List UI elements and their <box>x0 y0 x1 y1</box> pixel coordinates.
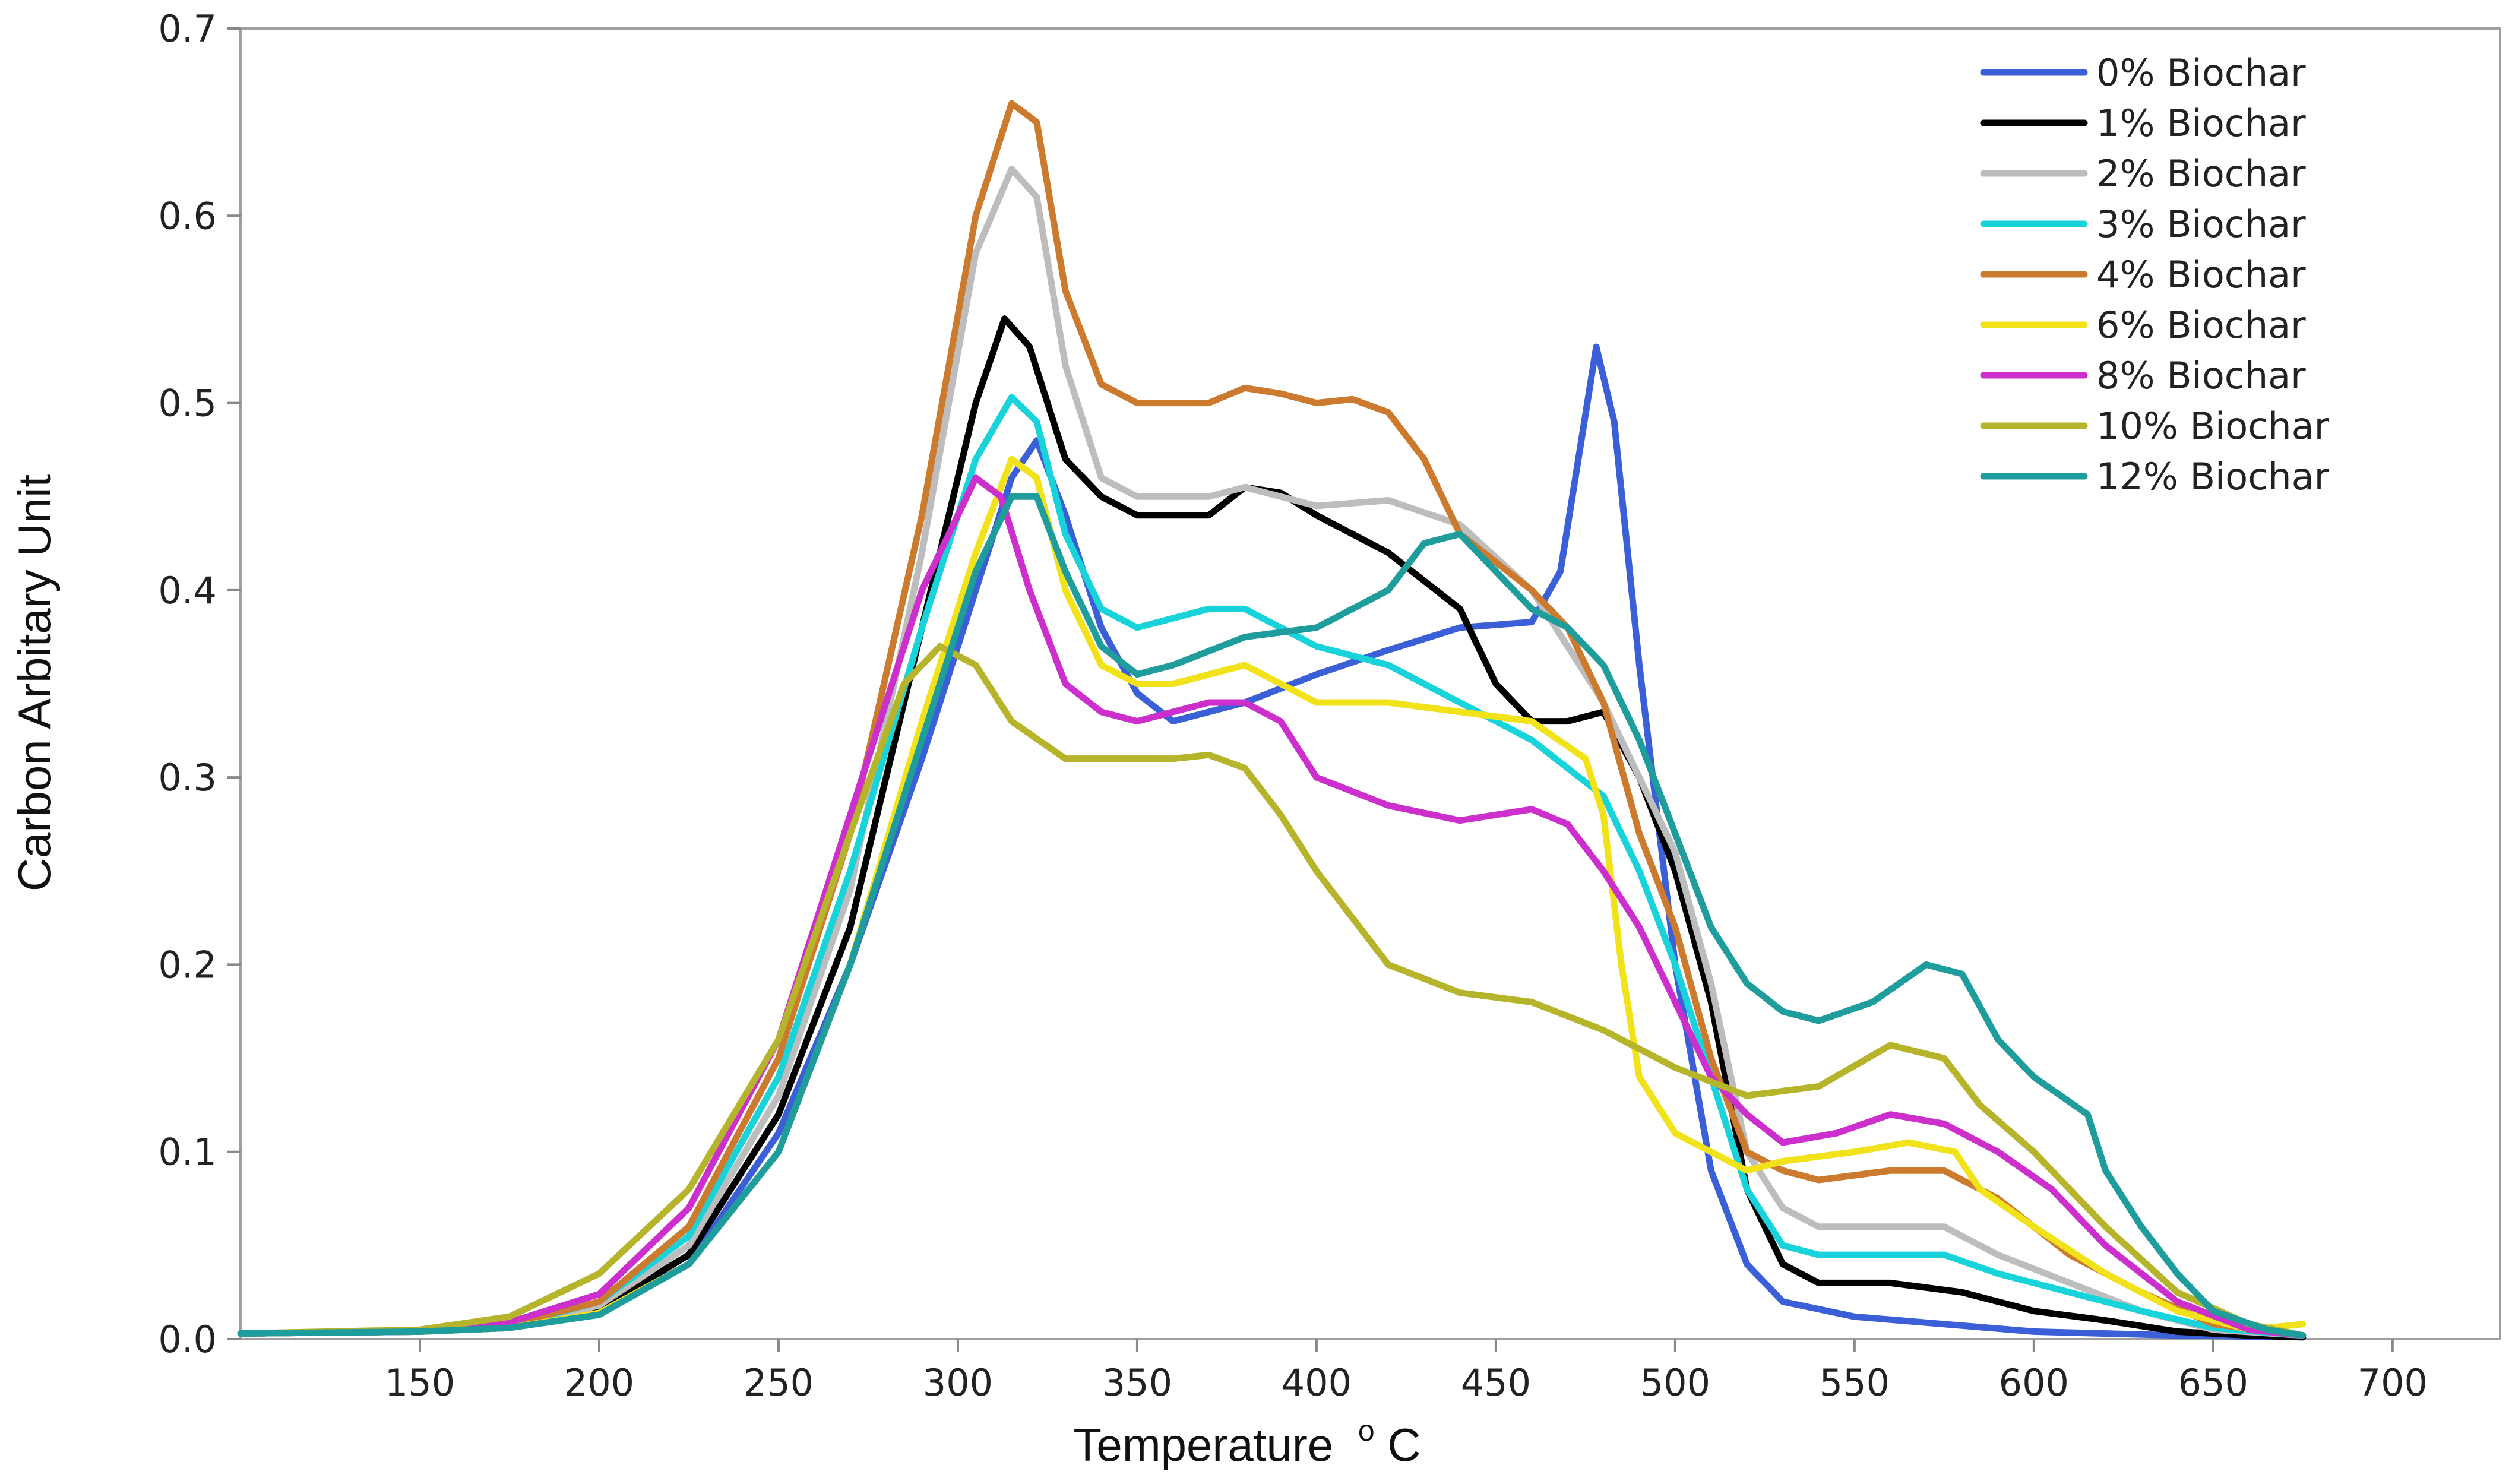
x-axis-title-unit: C <box>1387 1419 1420 1471</box>
plot-area-border <box>239 27 2501 1340</box>
legend-label: 6% Biochar <box>2096 303 2306 347</box>
legend-label: 2% Biochar <box>2096 152 2306 195</box>
series-lines <box>237 100 2307 1341</box>
x-tick-label: 600 <box>1999 1361 2069 1404</box>
series-line-1pct-biochar <box>237 315 2307 1341</box>
x-tick-label: 700 <box>2358 1361 2428 1404</box>
y-tick-label: 0.0 <box>158 1318 217 1361</box>
y-tick-label: 0.2 <box>158 943 217 986</box>
x-axis-title-text: Temperature <box>1073 1419 1333 1471</box>
legend-label: 10% Biochar <box>2096 404 2330 448</box>
x-tick-label: 250 <box>744 1361 814 1404</box>
y-tick-label: 0.7 <box>158 7 217 50</box>
y-tick-label: 0.1 <box>158 1131 217 1174</box>
x-tick-label: 400 <box>1282 1361 1352 1404</box>
x-tick-label: 300 <box>923 1361 993 1404</box>
x-axis-title-superscript: o <box>1358 1414 1375 1447</box>
series-line-4pct-biochar <box>237 100 2307 1339</box>
plot-frame <box>239 27 2501 1340</box>
legend-label: 0% Biochar <box>2096 51 2306 94</box>
series-line-12pct-biochar <box>237 493 2307 1339</box>
legend-label: 12% Biochar <box>2096 455 2330 498</box>
legend-label: 4% Biochar <box>2096 253 2306 296</box>
y-axis-title: Carbon Arbitary Unit <box>8 474 61 892</box>
x-tick-label: 550 <box>1820 1361 1890 1404</box>
x-axis-title: Temperature o C <box>1073 1398 1420 1471</box>
x-tick-label: 200 <box>564 1361 634 1404</box>
legend: 0% Biochar 1% Biochar 2% Biochar 3% Biochar… <box>1980 51 2330 498</box>
x-tick-label: 150 <box>385 1361 455 1404</box>
x-tick-label: 650 <box>2178 1361 2248 1404</box>
y-tick-label: 0.5 <box>158 382 217 425</box>
y-axis-ticks: 0.0 0.1 0.2 0.3 0.4 0.5 0.6 0.7 <box>158 7 241 1361</box>
series-line-10pct-biochar <box>237 643 2307 1339</box>
legend-label: 1% Biochar <box>2096 102 2306 145</box>
y-tick-label: 0.3 <box>158 756 217 799</box>
series-line-2pct-biochar <box>237 166 2307 1339</box>
y-tick-label: 0.4 <box>158 569 217 612</box>
x-tick-label: 350 <box>1102 1361 1172 1404</box>
legend-label: 8% Biochar <box>2096 354 2306 397</box>
legend-label: 3% Biochar <box>2096 202 2306 246</box>
series-line-8pct-biochar <box>237 474 2307 1339</box>
x-axis-ticks: 150 200 250 300 350 400 450 500 550 600 650 700 <box>385 1339 2428 1404</box>
x-tick-label: 450 <box>1461 1361 1531 1404</box>
x-tick-label: 500 <box>1640 1361 1710 1404</box>
y-tick-label: 0.6 <box>158 194 217 238</box>
series-line-3pct-biochar <box>237 394 2307 1339</box>
